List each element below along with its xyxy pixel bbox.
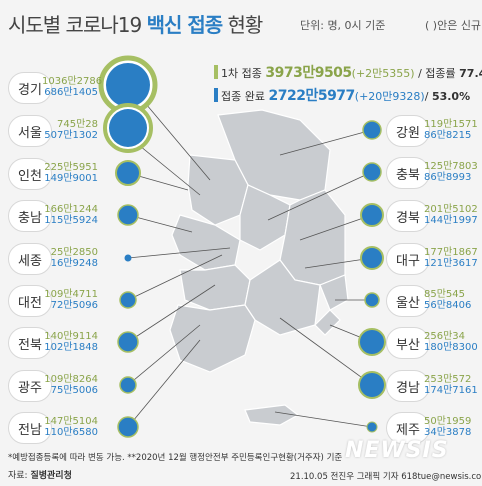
map-chungbuk xyxy=(239,184,291,251)
map-jeonbuk xyxy=(179,264,251,311)
bubble-gyeongbuk xyxy=(360,203,384,227)
map-busan xyxy=(314,309,341,336)
region-values-gyeongbuk: 201만5102 144만1997 xyxy=(424,204,478,226)
new-note: ( )안은 신규 xyxy=(425,19,482,32)
map-jeju xyxy=(244,404,300,426)
region-name: 경북 xyxy=(396,210,420,226)
bubble-gangwon xyxy=(362,120,382,140)
region-chip-gwangju: 광주 xyxy=(8,370,52,402)
region-chip-jeju: 제주 xyxy=(386,412,430,444)
complete-marker xyxy=(214,88,218,102)
region-name: 대구 xyxy=(396,253,420,269)
watermark: NEWSIS xyxy=(345,438,449,463)
region-chip-jeonbuk: 전북 xyxy=(8,327,52,359)
stat-first-dose: 1차 접종 3973만9505(+2만5355) / 접종률 77.4% xyxy=(214,62,482,82)
region-values-gangwon: 119만1571 86만8215 xyxy=(424,119,478,141)
region-name: 전북 xyxy=(18,337,42,353)
footnote: *예방접종등록에 따라 변동 가능. **2020년 12월 행정안전부 주민등… xyxy=(8,453,343,463)
region-chip-gangwon: 강원 xyxy=(386,115,430,147)
bubble-chungnam xyxy=(117,204,139,226)
region-values-busan: 256만34 180만8300 xyxy=(424,331,478,353)
region-name: 경기 xyxy=(18,82,42,98)
region-chip-gyeongnam: 경남 xyxy=(386,370,430,402)
region-chip-ulsan: 울산 xyxy=(386,285,430,317)
region-values-gyeongnam: 253만572 174만7161 xyxy=(424,374,478,396)
region-name: 강원 xyxy=(396,125,420,141)
region-values-jeonbuk: 140만9114 102만1848 xyxy=(44,331,98,353)
region-chip-chungbuk: 충북 xyxy=(386,157,430,189)
bubble-sejong xyxy=(124,254,132,262)
bubble-incheon xyxy=(115,160,141,186)
bubble-busan xyxy=(358,328,386,356)
bubble-complete-gyeonggi xyxy=(106,63,150,107)
region-chip-gyeonggi: 경기 xyxy=(8,72,52,104)
region-chip-gyeongbuk: 경북 xyxy=(386,200,430,232)
region-name: 광주 xyxy=(18,380,42,396)
bubble-chungbuk xyxy=(362,162,382,182)
region-name: 충남 xyxy=(18,210,42,226)
region-values-seoul: 745만28 507만1302 xyxy=(44,119,98,141)
bubble-gyeongnam xyxy=(358,371,386,399)
region-chip-jeonnam: 전남 xyxy=(8,412,52,444)
bubble-daejeon xyxy=(119,291,137,309)
region-name: 충북 xyxy=(396,167,420,183)
region-name: 전남 xyxy=(18,422,42,438)
bubble-complete-seoul xyxy=(109,109,147,147)
credit: 21.10.05 전진우 그래픽 기자 618tue@newsis.com xyxy=(290,472,482,482)
region-values-jeju: 50만1959 34만3878 xyxy=(424,416,472,438)
region-chip-sejong: 세종 xyxy=(8,243,52,275)
bubble-jeju xyxy=(366,421,378,433)
bubble-ulsan xyxy=(364,292,380,308)
region-values-daejeon: 109만4711 72만5096 xyxy=(44,289,98,311)
unit-note: 단위: 명, 0시 기준 xyxy=(300,19,386,32)
source: 자료: 질병관리청 xyxy=(8,471,72,481)
page-title: 시도별 코로나19 백신 접종 현황 xyxy=(8,13,263,37)
map-gyeonggi xyxy=(187,154,249,226)
map-chungnam xyxy=(171,214,241,271)
region-name: 경남 xyxy=(396,380,420,396)
region-values-jeonnam: 147만5104 110만6580 xyxy=(44,416,98,438)
region-values-sejong: 25만2850 16만9248 xyxy=(50,247,98,269)
region-name: 인천 xyxy=(18,168,42,184)
region-name: 부산 xyxy=(396,337,420,353)
region-values-daegu: 177만1867 121만3617 xyxy=(424,247,478,269)
first-dose-marker xyxy=(214,65,218,79)
region-name: 대전 xyxy=(18,295,42,311)
region-values-ulsan: 85만545 56만8406 xyxy=(424,289,472,311)
region-name: 제주 xyxy=(396,422,420,438)
bubble-jeonbuk xyxy=(117,331,139,353)
region-chip-incheon: 인천 xyxy=(8,158,52,190)
region-name: 울산 xyxy=(396,295,420,311)
bubble-gwangju xyxy=(119,376,137,394)
region-chip-seoul: 서울 xyxy=(8,115,52,147)
region-chip-daejeon: 대전 xyxy=(8,285,52,317)
region-name: 세종 xyxy=(18,253,42,269)
bubble-daegu xyxy=(360,246,384,270)
region-chip-chungnam: 충남 xyxy=(8,200,52,232)
stat-complete: 접종 완료 2722만5977(+20만9328)/ 53.0% xyxy=(214,85,470,105)
region-chip-daegu: 대구 xyxy=(386,243,430,275)
region-values-chungnam: 166만1244 115만5924 xyxy=(44,204,98,226)
region-chip-busan: 부산 xyxy=(386,327,430,359)
bubble-jeonnam xyxy=(117,416,139,438)
region-values-gyeonggi: 1036만2786 686만1405 xyxy=(42,76,103,98)
region-name: 서울 xyxy=(18,125,42,141)
region-values-chungbuk: 125만7803 86만8993 xyxy=(424,161,478,183)
region-values-gwangju: 109만8264 75만5006 xyxy=(44,374,98,396)
map-jeonnam xyxy=(169,304,256,373)
region-values-incheon: 225만5951 149만9001 xyxy=(44,162,98,184)
